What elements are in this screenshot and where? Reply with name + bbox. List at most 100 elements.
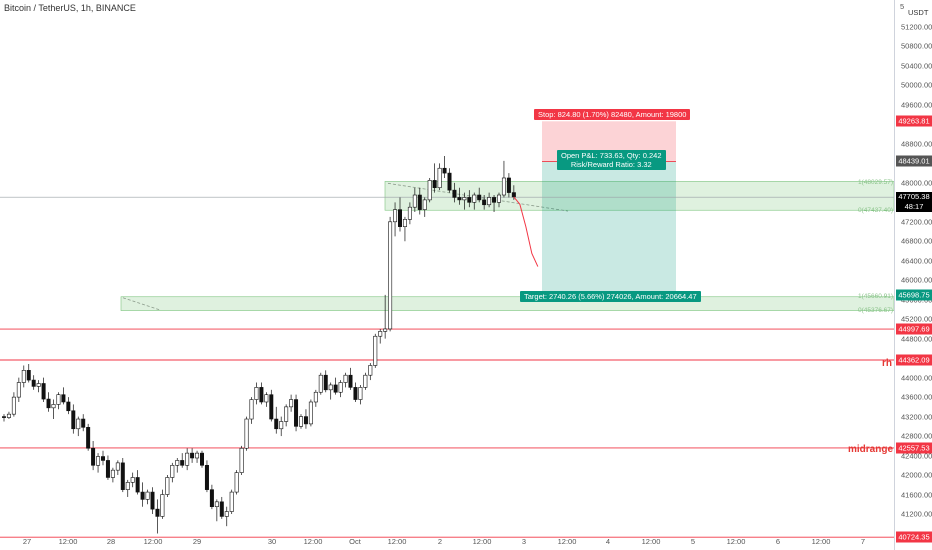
candle (249, 397, 254, 424)
candle-body (274, 418, 279, 430)
candle-body (447, 172, 452, 191)
candle (209, 484, 214, 510)
candle (145, 489, 150, 505)
candle-body (388, 221, 393, 330)
candle (1, 414, 7, 422)
candle-body (135, 477, 140, 493)
time-tick: 27 (22, 537, 32, 546)
candle (81, 414, 86, 432)
candle (427, 177, 432, 203)
candle (259, 382, 264, 405)
candle-body (313, 391, 318, 403)
candle (308, 399, 313, 427)
candle-body (308, 401, 313, 425)
candle (214, 499, 219, 522)
candle-body (333, 384, 338, 393)
zone1-top-label: 1(48029.57) (858, 179, 894, 186)
open-pnl-text: Open P&L: 733.63, Qty: 0.242 (561, 151, 662, 160)
candle (407, 202, 412, 225)
time-tick: 12:00 (387, 537, 407, 546)
candle-body (11, 396, 16, 415)
candle-body (477, 194, 482, 201)
currency-label[interactable]: USDT (908, 8, 929, 17)
candle-body (26, 370, 31, 381)
candle-body (21, 370, 26, 383)
candle-body (264, 394, 269, 403)
candle (318, 372, 323, 395)
candle (31, 375, 36, 390)
candle (363, 372, 368, 390)
candle-body (41, 383, 46, 400)
candle-body (239, 447, 244, 473)
candle (96, 453, 101, 473)
candle (506, 173, 511, 198)
candle (284, 404, 289, 427)
price-tick: 50000.00 (901, 80, 932, 90)
time-tick: 6 (775, 537, 781, 546)
candle (11, 392, 16, 417)
candle-body (185, 452, 190, 466)
candle (472, 192, 477, 210)
candle-body (254, 387, 259, 400)
candle (452, 182, 457, 203)
price-tick: 44800.00 (901, 334, 932, 344)
candle-body (234, 472, 239, 493)
candle-body (492, 197, 497, 203)
candle-body (353, 387, 358, 400)
zone2-top-label: 1(45660.91) (858, 293, 894, 300)
time-tick: 12:00 (472, 537, 492, 546)
candle-body (51, 404, 56, 409)
candle-body (472, 194, 477, 203)
candle-body (6, 413, 11, 418)
candle (101, 450, 106, 466)
candle-body (145, 491, 150, 500)
price-tick: 50400.00 (901, 61, 932, 71)
time-tick: 7 (860, 537, 866, 546)
zone2-bottom-label: 0(45376.67) (858, 307, 894, 314)
time-tick: 28 (106, 537, 116, 546)
midrange-label: midrange (848, 444, 894, 455)
rh-label: rh (882, 358, 892, 369)
candle-body (214, 501, 219, 507)
candle-body (209, 489, 214, 507)
candle-body (249, 399, 254, 420)
candle (358, 384, 363, 405)
candle (254, 382, 259, 405)
candle-body (402, 219, 407, 227)
zone-lower-trendline (122, 297, 161, 311)
time-tick: 29 (192, 537, 202, 546)
candle-body (61, 394, 66, 403)
candle (501, 160, 506, 198)
stop-tag[interactable]: Stop: 824.80 (1.70%) 82480, Amount: 1980… (534, 109, 691, 120)
candle (353, 382, 358, 402)
candle-body (170, 464, 175, 478)
candle-body (373, 335, 378, 366)
candle (447, 168, 452, 193)
target-tag[interactable]: Target: 2740.26 (5.66%) 274026, Amount: … (520, 291, 701, 302)
candle-body (125, 482, 130, 490)
candle (467, 190, 472, 208)
time-tick: 12:00 (641, 537, 661, 546)
candle-body (303, 416, 308, 425)
candle-body (175, 460, 180, 466)
candle (229, 489, 234, 514)
candle-body (71, 410, 76, 430)
candle (368, 363, 373, 381)
candle (76, 416, 81, 437)
candle-body (467, 197, 472, 203)
pnl-tag[interactable]: Open P&L: 733.63, Qty: 0.242 Risk/Reward… (557, 150, 666, 170)
time-tick: 3 (521, 537, 527, 546)
candle (160, 489, 165, 519)
candle (383, 294, 388, 339)
projection-path (513, 196, 539, 267)
candle-body (289, 399, 294, 408)
current-price-badge: 47705.38 48:17 (896, 192, 932, 213)
candle-body (96, 456, 101, 466)
candle (130, 472, 135, 488)
candle (378, 328, 383, 344)
candle-body (165, 477, 170, 495)
candle-body (155, 508, 160, 517)
candle (239, 445, 244, 476)
